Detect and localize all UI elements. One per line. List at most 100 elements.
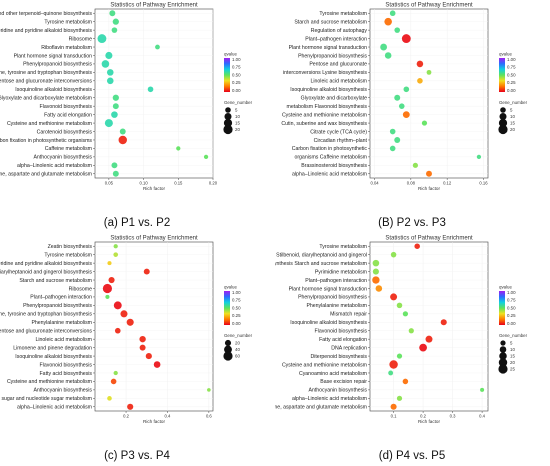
qvalue-tick-label: 0.50 bbox=[232, 305, 241, 310]
data-point bbox=[101, 60, 110, 68]
gene-legend-label: 60 bbox=[235, 354, 240, 359]
category-label: Cysteine and methionine metabolism bbox=[282, 112, 367, 118]
data-point bbox=[126, 318, 134, 326]
gene-legend-dot bbox=[498, 364, 508, 374]
data-point bbox=[106, 77, 114, 85]
category-label: alpha–Linolenic acid metabolism bbox=[17, 163, 92, 169]
data-point bbox=[113, 252, 119, 257]
gene-legend-label: 25 bbox=[510, 367, 515, 372]
category-label: Phenylalanine, tyrosine and tryptophan b… bbox=[0, 312, 92, 318]
data-point bbox=[389, 10, 396, 17]
x-tick-label: 0.1 bbox=[391, 414, 397, 419]
x-tick-label: 0.2 bbox=[123, 414, 129, 419]
qvalue-tick-label: 0.25 bbox=[507, 313, 516, 318]
data-point bbox=[396, 395, 403, 401]
panel-caption: (d) P4 vs. P5 bbox=[379, 450, 445, 462]
category-label: Tropane, piperidine and pyridine alkaloi… bbox=[0, 261, 92, 267]
category-label: Tyrosine metabolism bbox=[44, 252, 92, 258]
category-label: Ribosome bbox=[69, 36, 92, 42]
category-label: Riboflavin metabolism bbox=[41, 45, 92, 51]
data-point bbox=[111, 111, 118, 118]
category-label: Phenylpropanoid biosynthesis bbox=[298, 53, 367, 59]
qvalue-tick-label: 1.00 bbox=[232, 57, 241, 62]
data-point bbox=[113, 370, 118, 376]
gene-legend-label: 10 bbox=[510, 347, 515, 352]
data-point bbox=[112, 94, 119, 101]
data-point bbox=[372, 259, 380, 267]
panel-b: Statistics of Pathway Enrichment 0.04 0.08… bbox=[275, 0, 550, 233]
category-label: Carotenoid biosynthesis bbox=[37, 129, 93, 135]
gene-legend-label: 15 bbox=[510, 354, 515, 359]
data-point bbox=[111, 162, 118, 169]
category-label: Cysteine and methionine metabolism bbox=[7, 121, 92, 127]
x-axis-label: Rich factor bbox=[418, 186, 440, 191]
category-label: Brassinosteroid biosynthesis bbox=[301, 163, 367, 169]
qvalue-tick-label: 0.00 bbox=[232, 88, 241, 93]
data-point bbox=[118, 135, 127, 145]
qvalue-tick-label: 0.50 bbox=[507, 72, 516, 77]
qvalue-legend-title: qvalue bbox=[224, 52, 237, 57]
data-point bbox=[104, 119, 113, 128]
data-point bbox=[112, 170, 119, 177]
qvalue-tick-label: 0.75 bbox=[232, 298, 241, 303]
gene-legend-dot bbox=[224, 339, 232, 347]
data-point bbox=[425, 335, 433, 343]
qvalue-tick-label: 0.00 bbox=[232, 321, 241, 326]
data-point bbox=[119, 128, 126, 135]
category-label: Phenylalanine, tyrosine and tryptophan b… bbox=[0, 70, 92, 76]
category-label: Stilbenoid, diarylheptanoid and gingerol bbox=[276, 252, 367, 258]
category-label: Phenylpropanoid biosynthesis bbox=[298, 295, 367, 301]
gene-legend-dot bbox=[498, 118, 508, 128]
data-point bbox=[153, 361, 161, 368]
x-tick-label: 0.2 bbox=[420, 414, 426, 419]
qvalue-tick-label: 1.00 bbox=[232, 290, 241, 295]
gene-legend-label: 5 bbox=[235, 108, 238, 113]
x-tick-label: 0.20 bbox=[209, 181, 218, 186]
data-point bbox=[147, 86, 154, 93]
gene-legend-label: 5 bbox=[510, 108, 513, 113]
panel-a: Statistics of Pathway Enrichment 0.05 0.10… bbox=[0, 0, 275, 233]
category-label: Pentose and glucuronate bbox=[309, 62, 367, 68]
category-label: Starch and sucrose metabolism bbox=[19, 278, 92, 284]
gene-legend-title: Gene_number bbox=[224, 100, 253, 105]
panel-c: Statistics of Pathway Enrichment 0.2 0.4 0.… bbox=[0, 233, 275, 466]
gene-legend-dot bbox=[499, 352, 507, 360]
gene-legend-dot bbox=[223, 118, 233, 128]
data-point bbox=[396, 302, 403, 309]
data-point bbox=[112, 103, 119, 110]
category-label: Base excision repair bbox=[320, 379, 367, 385]
category-label: biosynthesis Starch and sucrose metaboli… bbox=[275, 261, 367, 267]
data-point bbox=[375, 285, 383, 292]
data-point bbox=[384, 17, 392, 26]
qvalue-tick-label: 1.00 bbox=[507, 57, 516, 62]
chart-title: Statistics of Pathway Enrichment bbox=[385, 3, 473, 9]
panel-caption: (B) P2 vs. P3 bbox=[378, 217, 446, 229]
data-point bbox=[112, 18, 119, 25]
category-label: Mismatch repair bbox=[330, 312, 367, 318]
data-point bbox=[416, 60, 424, 68]
category-label: Starch and sucrose metabolism bbox=[294, 19, 367, 25]
data-point bbox=[109, 10, 116, 17]
category-label: Carbon fixation in photosynthetic organi… bbox=[0, 138, 92, 144]
x-tick-label: 0.4 bbox=[479, 414, 485, 419]
gene-legend-label: 40 bbox=[235, 347, 240, 352]
data-point bbox=[390, 251, 397, 258]
data-point bbox=[114, 327, 121, 334]
category-label: interconversions Lysine biosynthesis bbox=[283, 70, 367, 76]
qvalue-tick-label: 0.00 bbox=[507, 321, 516, 326]
gene-legend-dot bbox=[500, 340, 506, 346]
category-label: Regulation of autophagy bbox=[311, 28, 368, 34]
category-label: Plant hormone signal transduction bbox=[14, 53, 93, 59]
category-label: Ubiquinone and other terpenoid–quinone b… bbox=[0, 11, 92, 17]
gene-legend-dot bbox=[224, 345, 232, 354]
category-label: Plant–pathogen interaction bbox=[30, 295, 92, 301]
data-point bbox=[107, 261, 112, 266]
category-label: Fatty acid elongation bbox=[319, 337, 367, 343]
qvalue-tick-label: 0.25 bbox=[507, 80, 516, 85]
gene-legend-label: 20 bbox=[235, 341, 240, 346]
data-point bbox=[412, 162, 418, 168]
category-label: Limonene and pinene degradation bbox=[13, 345, 92, 351]
category-label: alpha–Linolenic acid metabolism bbox=[292, 396, 367, 402]
category-label: Flavonoid biosynthesis bbox=[40, 104, 93, 110]
x-tick-label: 0.15 bbox=[174, 181, 183, 186]
